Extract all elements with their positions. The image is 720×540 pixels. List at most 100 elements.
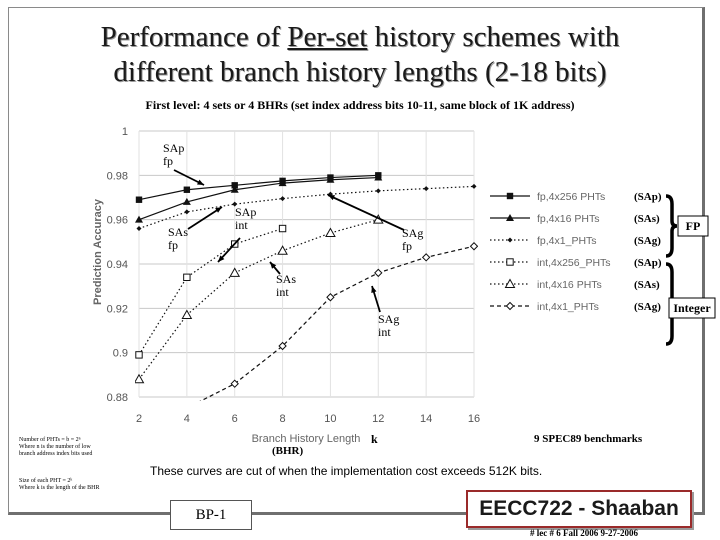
series-line bbox=[138, 176, 379, 221]
data-point bbox=[184, 209, 190, 215]
callout-arrow bbox=[327, 194, 405, 231]
data-point bbox=[471, 183, 477, 189]
lecture-info: # lec # 6 Fall 2006 9-27-2006 bbox=[530, 528, 638, 538]
y-tick-label: 0.96 bbox=[107, 215, 128, 227]
y-tick-label: 0.88 bbox=[107, 392, 128, 404]
callout-label: SAs bbox=[276, 272, 296, 286]
callout-label: fp bbox=[163, 154, 173, 168]
data-point bbox=[325, 227, 336, 237]
fp-group-label-box bbox=[677, 215, 709, 237]
callout-label: SAg bbox=[378, 312, 399, 326]
callout-label: SAg bbox=[402, 226, 423, 240]
legend-label: int,4x16 PHTs bbox=[537, 279, 602, 291]
y-axis-title: Prediction Accuracy bbox=[92, 198, 104, 305]
legend-marker bbox=[504, 278, 516, 288]
legend-tag: (SAp) bbox=[634, 191, 662, 203]
fp-brace bbox=[665, 194, 678, 258]
legend-tag: (SAp) bbox=[634, 257, 662, 269]
legend-marker bbox=[506, 258, 514, 266]
data-point bbox=[423, 186, 429, 192]
callout-label: int bbox=[276, 285, 289, 299]
data-point bbox=[135, 351, 143, 359]
slide-id-box: BP-1 bbox=[170, 500, 252, 530]
bhr-label: (BHR) bbox=[272, 445, 304, 457]
integer-group-label-text: Integer bbox=[673, 301, 711, 315]
legend-marker bbox=[505, 301, 515, 311]
slide-frame bbox=[8, 7, 705, 515]
legend-entry: fp,4x1_PHTs bbox=[490, 235, 597, 247]
x-tick-label: 8 bbox=[280, 413, 286, 425]
x-tick-label: 16 bbox=[468, 413, 480, 425]
series-2 bbox=[135, 173, 383, 223]
x-tick-label: 4 bbox=[184, 413, 190, 425]
series-line bbox=[199, 245, 475, 401]
y-tick-label: 0.94 bbox=[107, 259, 128, 271]
x-tick-label: 6 bbox=[232, 413, 238, 425]
legend-entry: fp,4x16 PHTs bbox=[490, 213, 599, 225]
callout-label: int bbox=[235, 218, 248, 232]
note-line: branch address index bits used bbox=[19, 451, 93, 457]
course-title-box: EECC722 - Shaaban bbox=[466, 490, 692, 528]
legend-tag: (SAg) bbox=[634, 301, 661, 313]
note-line: Where n is the number of low bbox=[19, 444, 91, 450]
integer-group-label-box bbox=[668, 297, 716, 319]
k-label: k bbox=[371, 432, 378, 446]
callout-arrowhead bbox=[218, 255, 225, 262]
y-tick-label: 1 bbox=[122, 126, 128, 138]
series-line bbox=[138, 227, 283, 356]
legend-entry: int,4x16 PHTs bbox=[490, 278, 602, 291]
data-point bbox=[374, 173, 383, 181]
x-tick-label: 14 bbox=[420, 413, 432, 425]
series-3 bbox=[136, 183, 477, 232]
y-tick-label: 0.9 bbox=[113, 348, 128, 360]
y-tick-label: 0.92 bbox=[107, 303, 128, 315]
data-point bbox=[183, 405, 190, 412]
legend-label: int,4x1_PHTs bbox=[537, 301, 599, 313]
legend-tag: (SAg) bbox=[634, 235, 661, 247]
y-tick-label: 0.98 bbox=[107, 170, 128, 182]
series-4 bbox=[135, 224, 287, 359]
pht-count-note: Number of PHTs = b = 2ⁿ Where n is the n… bbox=[19, 437, 92, 458]
series-6 bbox=[136, 242, 478, 445]
callout-label: fp bbox=[168, 238, 178, 252]
series-5 bbox=[135, 214, 384, 384]
data-point bbox=[181, 309, 193, 319]
benchmarks-label: 9 SPEC89 benchmarks bbox=[534, 433, 643, 445]
data-point bbox=[230, 185, 239, 193]
legend-label: fp,4x256 PHTs bbox=[537, 191, 605, 203]
x-tick-label: 10 bbox=[324, 413, 336, 425]
data-point bbox=[326, 175, 335, 183]
data-point bbox=[278, 179, 287, 187]
data-point bbox=[136, 226, 142, 232]
data-point bbox=[183, 186, 191, 193]
integer-group-label: Integer bbox=[668, 297, 716, 319]
series-1 bbox=[135, 172, 382, 203]
data-point bbox=[230, 379, 239, 388]
callout-arrowhead bbox=[270, 262, 277, 269]
pht-size-note: Size of each PHT = 2ᵏ Where k is the len… bbox=[19, 478, 99, 492]
data-point bbox=[421, 253, 431, 262]
callout-label: SAs bbox=[168, 225, 188, 239]
legend-tag: (SAs) bbox=[634, 279, 660, 291]
data-point bbox=[326, 293, 335, 302]
legend-marker bbox=[506, 214, 514, 221]
slide-title-line2: different branch history lengths (2-18 b… bbox=[113, 56, 607, 88]
legend-label: fp,4x16 PHTs bbox=[537, 213, 599, 225]
data-point bbox=[136, 438, 143, 445]
data-point bbox=[278, 341, 287, 351]
chart-subtitle: First level: 4 sets or 4 BHRs (set index… bbox=[145, 98, 575, 112]
note-line: Size of each PHT = 2ᵏ bbox=[19, 478, 73, 484]
data-point bbox=[135, 215, 143, 223]
callout-arrow bbox=[187, 206, 223, 230]
data-point bbox=[469, 242, 478, 251]
callout-arrowhead bbox=[197, 179, 204, 185]
legend-label: int,4x256_PHTs bbox=[537, 257, 611, 269]
data-point bbox=[135, 196, 143, 203]
callout-label: fp bbox=[402, 239, 412, 253]
x-tick-label: 2 bbox=[136, 413, 142, 425]
